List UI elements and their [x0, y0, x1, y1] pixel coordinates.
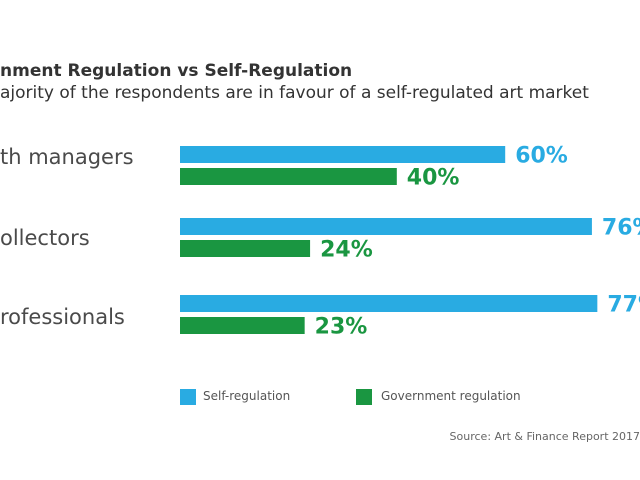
category-label-wealth-managers: th managers — [0, 145, 134, 169]
category-label-professionals: rofessionals — [0, 305, 125, 329]
data-label-government-regulation-collectors: 24% — [320, 238, 373, 263]
legend-swatch-self-regulation — [180, 389, 196, 405]
bar-government-regulation-professionals — [180, 317, 305, 334]
legend-swatch-government-regulation — [356, 389, 372, 405]
bar-self-regulation-wealth-managers — [180, 146, 506, 163]
bar-self-regulation-collectors — [180, 218, 592, 235]
data-label-self-regulation-wealth-managers: 60% — [515, 144, 568, 169]
data-label-self-regulation-collectors: 76% — [602, 216, 640, 241]
bar-government-regulation-collectors — [180, 240, 311, 257]
legend-label-government-regulation: Government regulation — [381, 389, 521, 403]
source-note: Source: Art & Finance Report 2017 — [449, 430, 640, 443]
data-label-government-regulation-wealth-managers: 40% — [407, 166, 460, 191]
bar-self-regulation-professionals — [180, 295, 598, 312]
bar-government-regulation-wealth-managers — [180, 168, 397, 185]
chart-title: nment Regulation vs Self-Regulation — [0, 61, 353, 81]
data-label-government-regulation-professionals: 23% — [315, 315, 368, 340]
category-label-collectors: ollectors — [0, 226, 90, 250]
data-label-self-regulation-professionals: 77% — [607, 293, 640, 318]
chart-subtitle: ajority of the respondents are in favour… — [0, 83, 589, 103]
legend-label-self-regulation: Self-regulation — [203, 389, 291, 403]
